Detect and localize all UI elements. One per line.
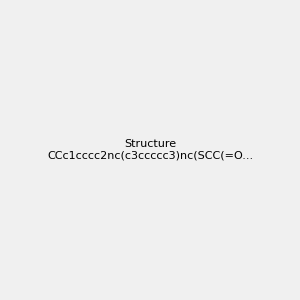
Text: Structure
CCc1cccc2nc(c3ccccc3)nc(SCC(=O...: Structure CCc1cccc2nc(c3ccccc3)nc(SCC(=O… [47,139,253,161]
